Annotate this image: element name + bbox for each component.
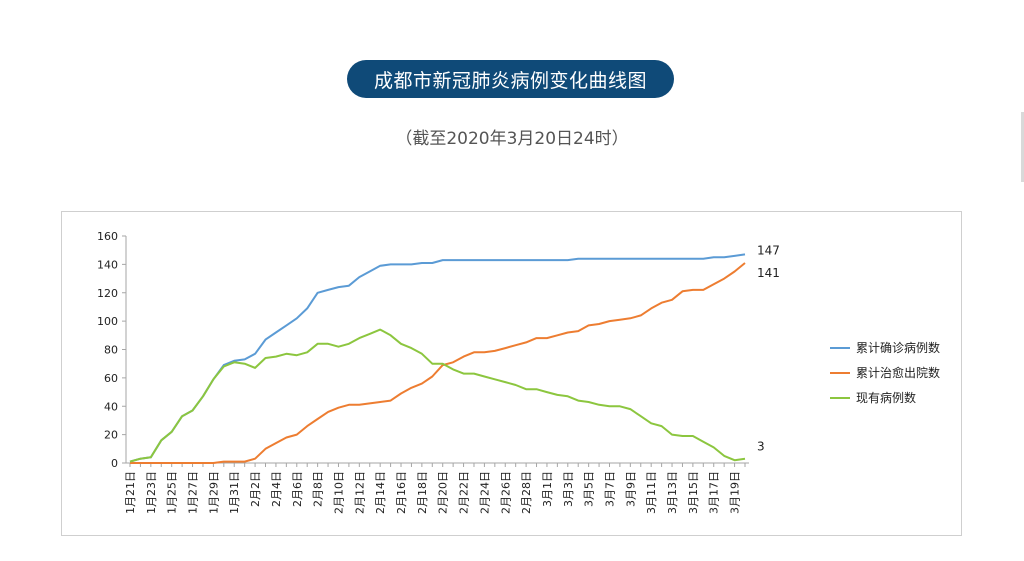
x-tick-label: 2月28日 [520,471,533,514]
y-tick-label: 0 [111,457,118,470]
chart-subtitle: （截至2020年3月20日24时） [395,129,629,149]
x-tick-label: 2月8日 [312,471,325,507]
series-line-2 [129,328,746,463]
y-tick-label: 40 [104,400,118,413]
y-tick-label: 120 [97,287,118,300]
x-tick-label: 3月7日 [603,471,616,507]
x-tick-label: 3月1日 [541,471,554,507]
x-tick-label: 2月20日 [437,471,450,514]
page-edge-divider [1021,112,1024,182]
x-tick-label: 3月17日 [708,471,721,514]
x-tick-label: 2月6日 [291,471,304,507]
x-tick-label: 3月13日 [666,471,679,514]
chart-frame: 0 20 40 60 80 100 120 140 160 1月21日 1月23日 1月25日 1月27… [61,211,962,536]
chart-title: 成都市新冠肺炎病例变化曲线图 [347,60,674,98]
x-tick-label: 2月2日 [249,471,262,507]
x-tick-label: 2月18日 [416,471,429,514]
legend-label-0: 累计确诊病例数 [856,340,940,355]
x-tick-label: 2月16日 [395,471,408,514]
x-tick-label: 1月23日 [145,471,158,514]
end-value-label-1: 141 [757,266,780,280]
x-tick-label: 3月11日 [645,471,658,514]
x-tick-label: 2月14日 [374,471,387,514]
x-tick-label: 2月4日 [270,471,283,507]
x-tick-label: 2月26日 [499,471,512,514]
x-tick-label: 2月22日 [458,471,471,514]
series-line-1 [130,262,746,464]
x-tick-label: 3月19日 [729,471,742,514]
x-tick-label: 1月31日 [228,471,241,514]
x-tick-label: 3月3日 [562,471,575,507]
x-tick-label: 1月29日 [207,471,220,514]
end-value-label-2: 3 [757,440,765,454]
x-tick-label: 1月25日 [166,471,179,514]
x-tick-label: 1月27日 [187,471,200,514]
y-tick-label: 160 [97,230,118,243]
y-tick-label: 60 [104,372,118,385]
series-line-0 [129,253,746,463]
end-value-label-0: 147 [757,243,780,257]
legend-label-1: 累计治愈出院数 [856,365,940,380]
y-tick-label: 20 [104,429,118,442]
x-tick-label: 3月5日 [583,471,596,507]
x-tick-label: 3月9日 [624,471,637,507]
legend-label-2: 现有病例数 [856,390,916,405]
x-tick-label: 2月12日 [353,471,366,514]
y-tick-label: 140 [97,258,118,271]
x-tick-label: 2月24日 [478,471,491,514]
y-tick-label: 80 [104,344,118,357]
y-tick-label: 100 [97,315,118,328]
x-tick-label: 3月15日 [687,471,700,514]
x-tick-label: 1月21日 [124,471,137,514]
x-tick-label: 2月10日 [332,471,345,514]
line-chart: 0 20 40 60 80 100 120 140 160 1月21日 1月23日 1月25日 1月27… [97,230,940,514]
